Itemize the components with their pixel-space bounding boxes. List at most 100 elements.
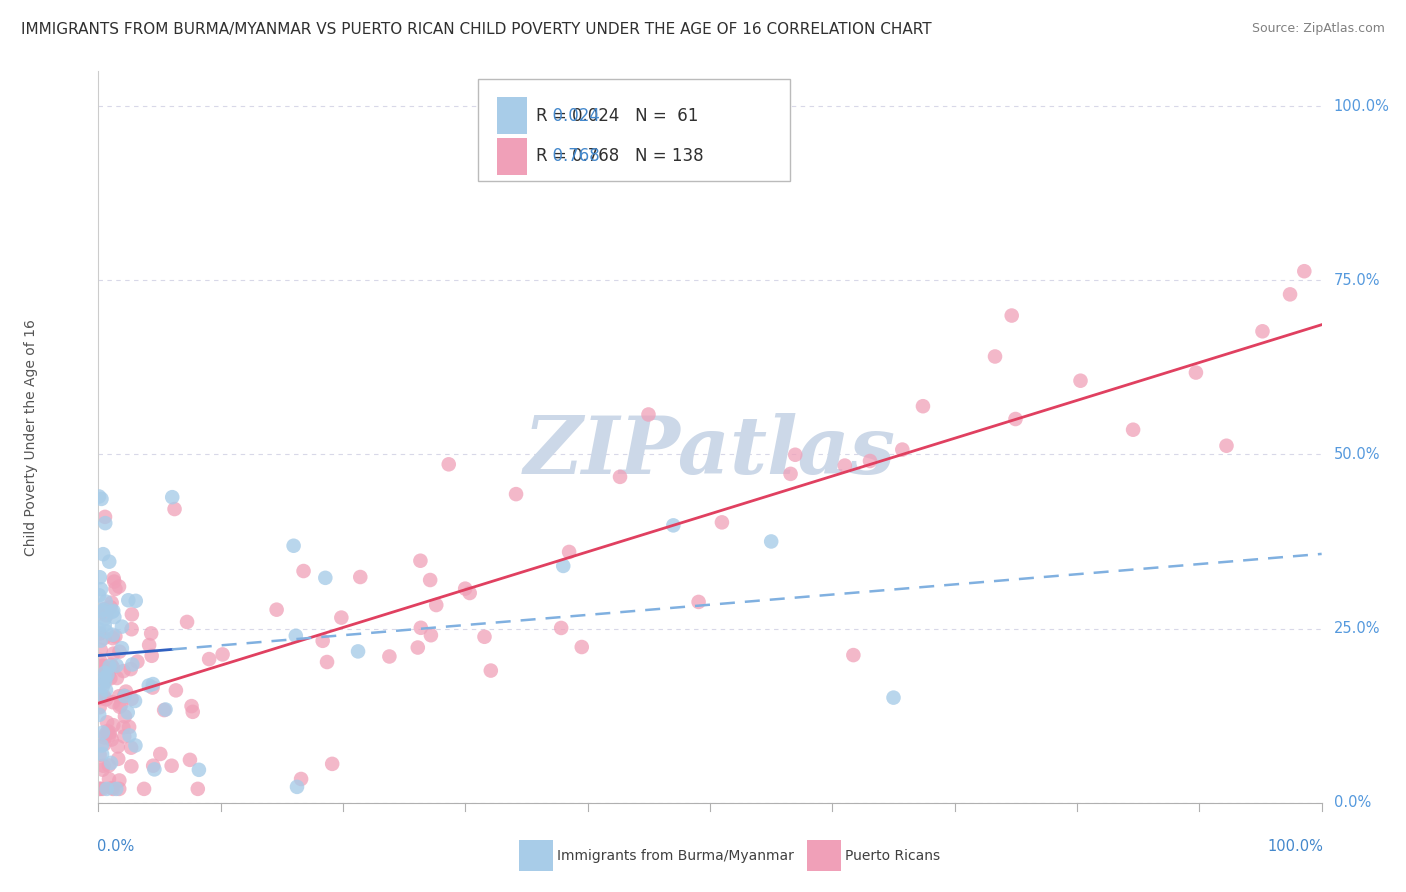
Point [112,664,135,678]
Point [105,658,128,673]
Text: Immigrants from Burma/Myanmar: Immigrants from Burma/Myanmar [557,849,793,863]
Point [160,758,183,772]
Point [97,758,120,772]
Point [127,655,149,669]
Point [89,653,111,667]
Point [90,491,112,506]
Text: 0.0%: 0.0% [1334,796,1371,810]
Point [89,747,111,762]
Point [90,633,112,648]
Point [419,573,441,587]
Point [121,657,143,672]
Point [100,732,122,747]
Point [112,730,135,744]
Point [121,622,143,636]
Point [785,448,807,462]
Point [87,490,110,504]
Point [103,610,125,624]
Text: 75.0%: 75.0% [1334,273,1381,288]
Point [91,658,114,673]
Point [662,518,685,533]
Point [314,571,336,585]
Point [124,694,146,708]
Point [101,631,124,645]
Point [91,781,114,796]
Point [121,607,143,622]
Point [153,703,176,717]
Point [93,602,115,616]
Point [842,648,865,662]
Point [108,773,131,788]
Point [285,780,308,794]
Point [143,763,166,777]
Point [89,687,111,701]
Point [96,608,118,623]
Point [96,665,118,680]
Point [761,534,783,549]
Point [321,756,343,771]
Point [505,487,527,501]
Point [149,747,172,761]
Point [90,687,112,701]
Point [187,763,209,777]
Text: 0.0%: 0.0% [97,839,135,855]
Point [89,623,111,637]
Point [120,740,142,755]
Point [1251,324,1274,338]
Text: IMMIGRANTS FROM BURMA/MYANMAR VS PUERTO RICAN CHILD POVERTY UNDER THE AGE OF 16 : IMMIGRANTS FROM BURMA/MYANMAR VS PUERTO … [21,22,932,37]
Point [89,672,111,686]
Point [138,638,160,652]
Point [110,698,132,713]
Text: Puerto Ricans: Puerto Ricans [845,849,941,863]
Point [101,628,124,642]
Point [91,747,114,762]
Point [117,706,139,720]
Point [347,644,370,658]
Point [87,588,110,602]
Point [125,594,148,608]
Point [266,602,288,616]
Point [108,781,131,796]
Point [100,600,122,615]
Point [103,571,125,585]
Point [290,772,312,786]
Point [1001,309,1024,323]
Point [117,593,139,607]
Point [121,691,143,706]
Point [91,679,114,693]
Point [104,629,127,643]
Point [100,756,122,770]
Point [101,781,124,796]
Text: 0.768: 0.768 [543,147,600,166]
FancyBboxPatch shape [498,97,527,134]
Point [637,408,659,422]
Point [409,554,432,568]
Text: 25.0%: 25.0% [1334,621,1381,636]
Point [108,580,131,594]
Point [118,720,141,734]
FancyBboxPatch shape [498,138,527,175]
Point [437,458,460,472]
Point [107,739,129,754]
Point [141,648,163,663]
Point [89,781,111,796]
Point [142,681,165,695]
Point [89,570,111,584]
Point [98,725,121,739]
Point [94,683,117,698]
Point [108,645,131,659]
Point [103,718,125,732]
Point [312,633,335,648]
Point [108,690,131,704]
Point [316,655,339,669]
Point [779,467,801,481]
Point [124,739,146,753]
Point [111,641,134,656]
Point [834,458,856,473]
Point [132,781,155,796]
Text: R = 0.024   N =  61: R = 0.024 N = 61 [536,107,699,125]
Point [284,629,307,643]
Point [118,729,141,743]
Point [141,626,163,640]
Point [89,707,111,722]
